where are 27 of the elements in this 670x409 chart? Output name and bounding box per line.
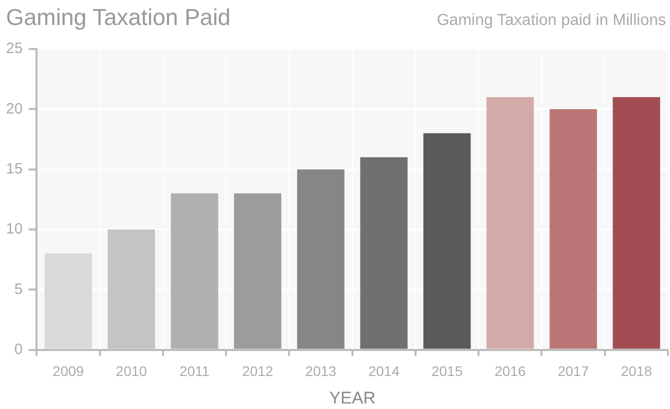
x-tick-label: 2011 <box>179 363 210 380</box>
bar <box>297 169 344 349</box>
bar <box>612 97 660 349</box>
x-tick-label: 2009 <box>52 363 84 380</box>
y-tick-label: 5 <box>14 280 23 298</box>
x-tick-label: 2010 <box>116 363 148 380</box>
y-tick-label: 0 <box>14 340 23 358</box>
x-tick-label: 2015 <box>431 363 463 380</box>
bar <box>360 157 408 349</box>
bar <box>486 97 534 349</box>
y-tick-label: 10 <box>6 220 23 238</box>
y-tick-label: 20 <box>6 100 23 118</box>
bar <box>550 109 597 349</box>
bar <box>44 254 92 349</box>
x-tick-label: 2018 <box>620 363 652 380</box>
x-tick-label: 2017 <box>558 363 590 380</box>
y-tick-label: 15 <box>6 160 23 178</box>
x-tick-label: 2012 <box>242 363 274 380</box>
x-tick-label: 2014 <box>368 363 400 380</box>
y-tick-label: 25 <box>6 40 23 58</box>
bar <box>423 133 471 349</box>
chart-title: Gaming Taxation Paid <box>6 4 231 31</box>
x-tick-label: 2013 <box>305 363 337 380</box>
x-tick-label: 2016 <box>494 363 526 380</box>
x-axis-title: YEAR <box>329 388 376 408</box>
bar <box>234 193 282 349</box>
chart-subtitle: Gaming Taxation paid in Millions <box>436 12 666 30</box>
